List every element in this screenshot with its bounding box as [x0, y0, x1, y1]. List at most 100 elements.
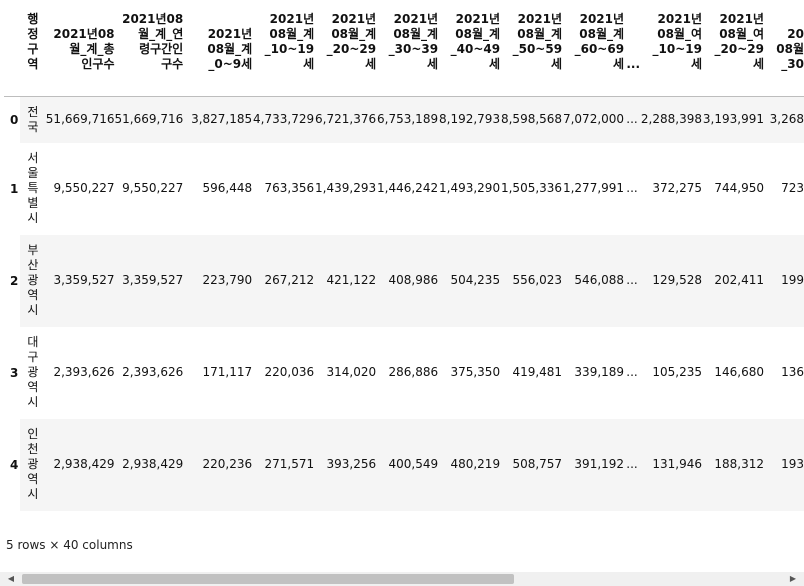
- table-cell: 51,669,716: [45, 96, 115, 143]
- table-cell: 220,036: [264, 365, 315, 379]
- region-name-char: 전: [27, 104, 39, 119]
- table-cell: 286,886: [388, 365, 439, 379]
- table-cell: 723: [781, 181, 804, 195]
- table-cell: 393,256: [314, 418, 377, 511]
- region-name-char: 국: [27, 119, 39, 134]
- column-header-line: 세: [303, 57, 315, 71]
- column-header-line: 08월_계: [331, 27, 377, 41]
- table-cell: 2,393,626: [122, 365, 184, 379]
- table-cell: 1,446,242: [377, 181, 439, 195]
- column-header-line: 월_계_연: [138, 27, 184, 41]
- table-cell: 223,790: [183, 234, 253, 327]
- table-cell: 1,493,290: [439, 181, 501, 195]
- table-cell: 4,733,729: [252, 96, 315, 143]
- column-header-line: 행: [27, 12, 39, 26]
- region-name-char: 역: [27, 288, 39, 302]
- table-cell: 2,938,429: [114, 418, 184, 511]
- column-header-line: 2021년: [579, 12, 625, 26]
- table-cell: 1,439,293: [315, 181, 377, 195]
- table-cell: 9,550,227: [53, 181, 115, 195]
- table-cell: 220,236: [183, 418, 253, 511]
- table-cell: 9,550,227: [122, 181, 184, 195]
- region-name-char: 구: [27, 350, 39, 364]
- table-cell: 171,117: [202, 365, 253, 379]
- table-cell: 6,753,189: [376, 96, 439, 143]
- column-header-line: _60~69: [574, 42, 625, 56]
- column-header-line: _0~9세: [208, 57, 253, 71]
- index-header: [4, 0, 20, 97]
- region-name-char: 서: [27, 151, 39, 165]
- scroll-left-arrow-icon[interactable]: ◀: [7, 574, 15, 583]
- row-index: 0: [10, 112, 19, 127]
- region-name-char: 역: [27, 380, 39, 394]
- table-cell: 763,356: [264, 181, 315, 195]
- column-header: 2021년 08월_계 _50~59 세: [500, 0, 563, 97]
- dataframe-shape: 5 rows × 40 columns: [6, 538, 133, 552]
- column-header-line: 2021년: [269, 12, 315, 26]
- table-cell: 129,528: [640, 234, 702, 327]
- table-cell: 419,481: [512, 365, 563, 379]
- table-cell: 375,350: [450, 365, 501, 379]
- table-cell: 3,359,527: [45, 234, 115, 327]
- column-header-line: 세: [551, 57, 563, 71]
- column-header-line: 2021년: [393, 12, 439, 26]
- region-name-char: 울: [27, 166, 39, 180]
- ellipsis-cell: ...: [624, 96, 641, 143]
- table-cell: 556,023: [500, 234, 563, 327]
- column-header: 20 08월 _30: [763, 0, 804, 97]
- table-cell: 408,986: [376, 234, 439, 327]
- column-header-line: 08월_계: [393, 27, 439, 41]
- column-header-line: 08월_여: [719, 27, 764, 41]
- table-cell: 339,189: [574, 365, 625, 379]
- table-cell: 7,072,000: [562, 96, 625, 143]
- region-name-char: 광: [27, 365, 39, 379]
- table-cell: 2,393,626: [53, 365, 115, 379]
- ellipsis-cell: ...: [624, 234, 641, 327]
- region-name-char: 산: [27, 258, 39, 272]
- column-header: ...: [624, 0, 641, 97]
- table-cell: 596,448: [202, 181, 253, 195]
- table-row: 2 부 산 광 역 시 3,359,527 3,359,527 223,790 267,212 42…: [4, 234, 804, 327]
- region-name-char: 시: [27, 303, 39, 317]
- table-cell: 1,277,991: [562, 181, 625, 195]
- table-cell: 271,571: [252, 418, 315, 511]
- column-header: 2021년 08월_계 _40~49 세: [438, 0, 501, 97]
- table-cell: 400,549: [376, 418, 439, 511]
- column-header-line: 08월_계: [455, 27, 501, 41]
- column-header-line: 08월_계: [579, 27, 625, 41]
- column-header: 2021년 08월_계 _0~9세: [183, 0, 253, 97]
- table-cell: 188,312: [702, 418, 764, 511]
- ellipsis-cell: ...: [626, 181, 638, 195]
- column-header: 2021년08 월_계_연 령구간인 구수: [114, 0, 184, 97]
- table-cell: 193: [763, 418, 804, 511]
- scroll-thumb[interactable]: [22, 574, 514, 584]
- scroll-right-arrow-icon[interactable]: ▶: [789, 574, 797, 583]
- table-row: 1 서 울 특 별 시 9,550,227 9,550,227 596,448 763,356 1,…: [4, 143, 804, 235]
- column-header-line: _40~49: [450, 42, 501, 56]
- column-header-line: 정: [27, 27, 39, 41]
- column-header: 2021년 08월_계 _60~69 세: [562, 0, 625, 97]
- column-header-line: _20~29: [326, 42, 377, 56]
- horizontal-scrollbar[interactable]: ◀ ▶: [0, 572, 804, 586]
- column-header-line: 세: [489, 57, 501, 71]
- region-name-char: 특: [27, 181, 39, 195]
- region-name-char: 광: [27, 457, 39, 471]
- table-cell: 744,950: [714, 181, 764, 195]
- column-header-line: 2021년: [719, 12, 764, 26]
- column-header-line: 역: [27, 57, 39, 71]
- table-cell: 546,088: [562, 234, 625, 327]
- column-header-line: 2021년08: [122, 12, 184, 26]
- column-header-line: 세: [427, 57, 439, 71]
- row-index: 3: [10, 365, 19, 380]
- table-cell: 2,288,398: [640, 96, 702, 143]
- column-header-line: 08월_여: [657, 27, 702, 41]
- region-name-char: 인: [27, 427, 39, 441]
- region-name-char: 시: [27, 211, 39, 225]
- table-cell: 136: [781, 365, 804, 379]
- column-header-line: _50~59: [512, 42, 563, 56]
